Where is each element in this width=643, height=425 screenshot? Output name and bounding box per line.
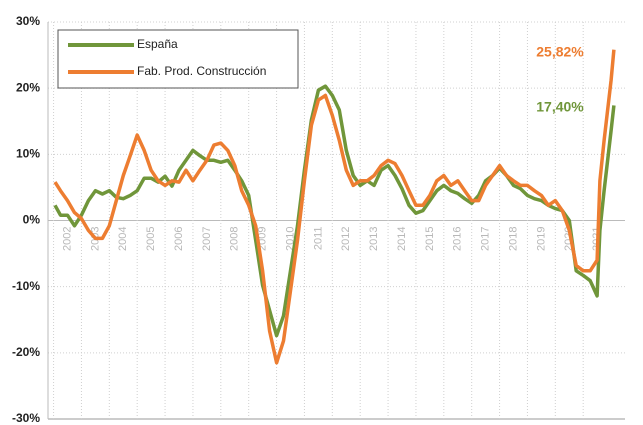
x-tick-label: 2014 bbox=[396, 227, 408, 251]
y-tick-label: -30% bbox=[12, 411, 40, 425]
x-tick-label: 2005 bbox=[145, 227, 157, 251]
y-tick-label: 20% bbox=[16, 80, 40, 94]
series-line bbox=[53, 84, 616, 338]
x-tick-label: 2002 bbox=[61, 227, 73, 251]
x-tick-label: 2018 bbox=[507, 227, 519, 251]
x-tick-label: 2012 bbox=[340, 227, 352, 251]
y-tick-label: -10% bbox=[12, 279, 40, 293]
legend-box bbox=[57, 29, 299, 89]
y-tick-label: -20% bbox=[12, 345, 40, 359]
legend: España Fab. Prod. Construcción bbox=[57, 29, 299, 89]
x-tick-label: 2019 bbox=[535, 227, 547, 251]
annotation: 17,40% bbox=[536, 99, 584, 115]
x-tick-label: 2007 bbox=[201, 227, 213, 251]
y-tick-label: 30% bbox=[16, 14, 40, 28]
x-tick-label: 2008 bbox=[229, 227, 241, 251]
y-tick-label: 10% bbox=[16, 147, 40, 161]
y-tick-label: 0% bbox=[23, 213, 41, 227]
x-tick-label: 2015 bbox=[424, 227, 436, 251]
x-tick-label: 2017 bbox=[480, 227, 492, 251]
legend-label: Fab. Prod. Construcción bbox=[137, 64, 266, 78]
x-tick-label: 2013 bbox=[368, 227, 380, 251]
annotation: 25,82% bbox=[536, 44, 584, 60]
x-tick-label: 2006 bbox=[173, 227, 185, 251]
x-tick-label: 2011 bbox=[312, 227, 324, 251]
series-line bbox=[53, 49, 616, 365]
x-tick-label: 2016 bbox=[452, 227, 464, 251]
legend-label: España bbox=[137, 37, 178, 51]
x-tick-label: 2004 bbox=[117, 227, 129, 251]
